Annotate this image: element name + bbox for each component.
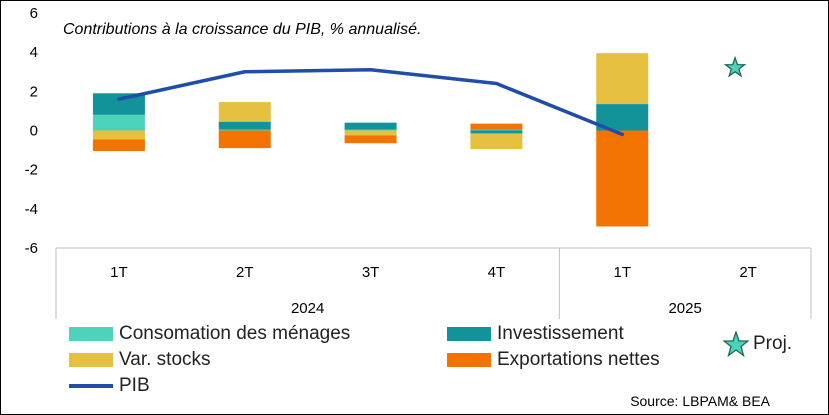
source-note: Source: LBPAM& BEA	[630, 393, 770, 409]
bar-segment-var-stocks-0	[92, 130, 145, 140]
bar-segment-consomation-des-m-nages-1	[218, 129, 271, 131]
bars	[92, 53, 649, 227]
legend-exportations-label: Exportations nettes	[497, 349, 660, 370]
bar-segment-var-stocks-3	[470, 133, 523, 150]
legend-exportations: Exportations nettes	[447, 349, 660, 371]
bar-segment-exportations-nettes-0	[92, 139, 145, 152]
bar-segment-investissement-2	[344, 122, 397, 130]
y-tick-label: 2	[30, 83, 38, 100]
legend-investissement: Investissement	[447, 323, 624, 345]
legend-consommation-swatch	[69, 327, 113, 341]
y-tick-label: 6	[30, 5, 38, 22]
legend-stocks: Var. stocks	[69, 349, 211, 371]
chart-title: Contributions à la croissance du PIB, % …	[63, 21, 421, 38]
legend-stocks-label: Var. stocks	[119, 349, 211, 370]
bar-segment-var-stocks-4	[596, 53, 649, 105]
legend-exportations-swatch	[447, 353, 491, 367]
bar-segment-exportations-nettes-3	[470, 123, 523, 130]
x-axis: 2024 2025 1T 2T 3T 4T 1T 2T	[55, 247, 812, 319]
y-tick-label: -2	[25, 162, 38, 179]
bar-segment-consomation-des-m-nages-2	[344, 129, 397, 131]
legend-projection: Proj.	[723, 331, 792, 357]
legend-stocks-swatch	[69, 353, 113, 367]
projection-star	[723, 55, 747, 78]
legend-pib-swatch	[69, 384, 113, 388]
x-tick-label: 4T	[488, 264, 506, 281]
legend-projection-label: Proj.	[753, 333, 793, 354]
bar-segment-investissement-3	[470, 130, 523, 134]
bar-segment-consomation-des-m-nages-0	[92, 114, 145, 131]
legend-investissement-label: Investissement	[497, 323, 624, 344]
y-tick-label: 4	[30, 44, 38, 61]
bar-segment-exportations-nettes-4	[596, 130, 649, 227]
x-tick-label: 2T	[236, 264, 254, 281]
legend-pib-label: PIB	[119, 375, 150, 396]
x-tick-label: 3T	[362, 264, 380, 281]
x-tick-label: 1T	[110, 264, 128, 281]
y-tick-label: -4	[25, 201, 38, 218]
x-tick-label: 1T	[613, 264, 631, 281]
bar-segment-consomation-des-m-nages-3	[470, 129, 523, 131]
pib-line	[117, 68, 624, 137]
x-group-label: 2025	[668, 300, 701, 317]
bar-segment-var-stocks-2	[344, 130, 397, 136]
legend-consommation-label: Consomation des ménages	[119, 323, 351, 344]
star-icon	[723, 331, 749, 357]
legend-consommation: Consomation des ménages	[69, 323, 350, 345]
legend-pib: PIB	[69, 375, 150, 397]
x-tick-label: 2T	[739, 264, 757, 281]
y-tick-label: 0	[30, 123, 38, 140]
legend-investissement-swatch	[447, 327, 491, 341]
y-axis: 6 4 2 0 -2 -4 -6	[25, 5, 38, 257]
bar-segment-investissement-1	[218, 121, 271, 130]
x-group-label: 2024	[291, 300, 324, 317]
bar-segment-exportations-nettes-2	[344, 135, 397, 144]
pib-line-group	[117, 55, 747, 137]
bar-segment-exportations-nettes-1	[218, 130, 271, 149]
bar-segment-var-stocks-1	[218, 102, 271, 122]
y-tick-label: -6	[25, 240, 38, 257]
bar-segment-investissement-0	[92, 93, 145, 115]
